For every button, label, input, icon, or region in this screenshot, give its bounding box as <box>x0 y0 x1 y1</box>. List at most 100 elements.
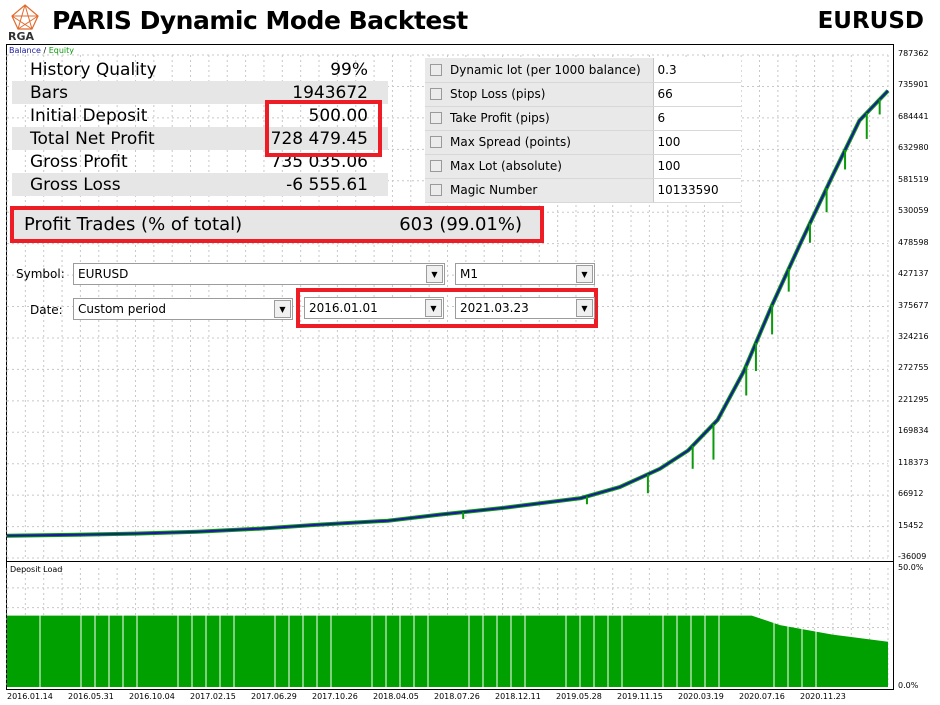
stat-row: Gross Loss -6 555.61 <box>12 173 388 196</box>
y-tick-label: 787362 <box>898 49 929 58</box>
param-value[interactable]: 0.3 <box>653 58 741 83</box>
y-tick-label: 581519 <box>898 174 929 184</box>
deposit-load-frame <box>6 562 894 690</box>
param-value[interactable]: 100 <box>653 130 741 155</box>
profit-trades-value: 603 (99.01%) <box>399 214 522 235</box>
load-y-tick-label: 0.0% <box>898 681 919 690</box>
y-tick-label: 478598 <box>898 237 929 247</box>
header: RGA PARIS Dynamic Mode Backtest EURUSD <box>0 0 940 44</box>
x-tick-label: 2018.04.05 <box>373 692 419 701</box>
symbol-select[interactable]: EURUSD ▼ <box>73 263 445 285</box>
date-from-value: 2016.01.01 <box>309 301 378 315</box>
y-tick-label: 427137 <box>898 269 929 279</box>
y-tick-label: 66912 <box>898 489 924 499</box>
date-mode-value: Custom period <box>78 302 167 316</box>
period-select[interactable]: M1 ▼ <box>455 263 595 285</box>
x-tick-label: 2020.03.19 <box>678 692 724 701</box>
date-mode-select[interactable]: Custom period ▼ <box>73 298 293 320</box>
x-tick-label: 2017.02.15 <box>190 692 236 701</box>
param-checkbox[interactable] <box>430 160 442 172</box>
legend-separator: / <box>40 46 49 55</box>
param-name: Stop Loss (pips) <box>450 87 546 101</box>
y-tick-label: 118373 <box>898 457 929 467</box>
param-checkbox[interactable] <box>430 63 442 76</box>
stat-row: History Quality 99% <box>12 58 388 81</box>
y-tick-label: 272755 <box>898 363 929 373</box>
param-row: Dynamic lot (per 1000 balance) 0.3 <box>425 58 741 83</box>
param-checkbox[interactable] <box>430 184 442 196</box>
param-row: Take Profit (pips) 6 <box>425 106 741 131</box>
stats-table: History Quality 99% Bars 1943672 Initial D… <box>12 58 388 196</box>
param-value[interactable]: 6 <box>653 106 741 131</box>
param-name: Max Lot (absolute) <box>450 159 562 173</box>
param-checkbox[interactable] <box>430 88 442 100</box>
date-to-select[interactable]: 2021.03.23 ▼ <box>455 297 595 319</box>
deposit-load-area <box>7 615 888 687</box>
y-tick-label: 15452 <box>898 520 924 530</box>
deposit-load-title: Deposit Load <box>10 565 63 574</box>
load-y-tick-label: 50.0% <box>898 563 924 572</box>
param-value[interactable]: 10133590 <box>653 178 741 203</box>
y-tick-label: 221295 <box>898 394 929 404</box>
logo-text: RGA <box>8 30 35 43</box>
x-tick-label: 2017.06.29 <box>251 692 297 701</box>
balance-line <box>6 90 889 537</box>
y-tick-label: 684441 <box>898 111 929 121</box>
rga-logo: RGA <box>6 4 46 43</box>
param-row: Stop Loss (pips) 66 <box>425 82 741 107</box>
stat-label: Gross Loss <box>30 175 121 195</box>
chevron-down-icon[interactable]: ▼ <box>274 300 291 318</box>
stat-label: Bars <box>30 83 68 103</box>
stat-value: 99% <box>330 60 368 80</box>
stat-value: -6 555.61 <box>286 175 368 195</box>
x-tick-label: 2016.10.04 <box>129 692 175 701</box>
page-title: PARIS Dynamic Mode Backtest <box>52 6 468 35</box>
x-tick-label: 2019.05.28 <box>556 692 602 701</box>
parameters-table: Dynamic lot (per 1000 balance) 0.3 Stop L… <box>425 58 741 203</box>
symbol-label: Symbol: <box>16 267 65 281</box>
period-select-value: M1 <box>460 267 478 281</box>
chevron-down-icon[interactable]: ▼ <box>426 265 443 283</box>
stat-label: History Quality <box>30 60 157 80</box>
date-from-select[interactable]: 2016.01.01 ▼ <box>304 297 444 319</box>
date-label: Date: <box>30 303 63 317</box>
legend-balance: Balance <box>9 46 41 55</box>
stat-value: 1943672 <box>292 83 368 103</box>
profit-trades-label: Profit Trades (% of total) <box>24 214 243 235</box>
x-tick-label: 2020.07.16 <box>739 692 785 701</box>
y-tick-label: 324216 <box>898 331 929 341</box>
param-name: Max Spread (points) <box>450 135 571 149</box>
param-name: Dynamic lot (per 1000 balance) <box>450 62 641 77</box>
header-symbol: EURUSD <box>817 8 924 34</box>
highlight-date-range <box>296 288 598 328</box>
param-name: Take Profit (pips) <box>450 111 550 125</box>
chevron-down-icon[interactable]: ▼ <box>576 299 593 317</box>
logo-mark-icon <box>11 4 39 30</box>
stat-row: Gross Profit 735 035.06 <box>12 150 388 173</box>
x-tick-label: 2018.12.11 <box>495 692 541 701</box>
x-tick-label: 2016.01.14 <box>7 692 53 701</box>
chevron-down-icon[interactable]: ▼ <box>576 265 593 283</box>
x-tick-label: 2019.11.15 <box>617 692 663 701</box>
stat-value: 735 035.06 <box>270 152 368 172</box>
x-tick-label: 2017.10.26 <box>312 692 358 701</box>
param-value[interactable]: 66 <box>653 82 741 107</box>
y-tick-label: 530059 <box>898 206 929 216</box>
chevron-down-icon[interactable]: ▼ <box>425 299 442 317</box>
param-name: Magic Number <box>450 183 538 197</box>
stat-row: Initial Deposit 500.00 <box>12 104 388 127</box>
x-tick-label: 2016.05.31 <box>68 692 114 701</box>
x-tick-label: 2020.11.23 <box>800 692 846 701</box>
stat-value: 500.00 <box>308 106 368 126</box>
param-checkbox[interactable] <box>430 112 442 124</box>
stat-label: Total Net Profit <box>30 129 155 149</box>
param-value[interactable]: 100 <box>653 154 741 179</box>
y-tick-label: 375677 <box>898 300 929 310</box>
legend-equity: Equity <box>48 46 74 55</box>
param-row: Magic Number 10133590 <box>425 178 741 203</box>
param-row: Max Lot (absolute) 100 <box>425 154 741 179</box>
param-checkbox[interactable] <box>430 136 442 148</box>
y-tick-label: 169834 <box>898 426 929 436</box>
stat-row: Total Net Profit 728 479.45 <box>12 127 388 150</box>
y-tick-label: 735901 <box>898 80 929 90</box>
